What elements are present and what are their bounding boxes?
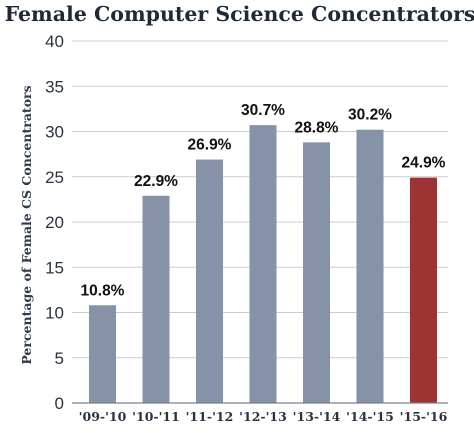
data-label: 24.9%: [402, 155, 446, 172]
y-axis-label: Percentage of Female CS Concentrators: [19, 85, 34, 364]
y-tick-label: 20: [45, 213, 64, 232]
data-label: 30.2%: [348, 107, 392, 124]
x-tick-label: '11-'12: [186, 409, 234, 424]
data-label: 22.9%: [134, 173, 178, 190]
x-tick-label: '14-'15: [346, 409, 394, 424]
bars: [89, 125, 437, 404]
y-tick-label: 30: [45, 123, 64, 142]
bar: [196, 159, 223, 403]
chart-title: Female Computer Science Concentrators: [5, 2, 474, 26]
x-tick-label: '10-'11: [132, 409, 180, 424]
x-tick-label: '09-'10: [79, 409, 127, 424]
y-tick-label: 40: [45, 32, 64, 51]
bar: [303, 142, 330, 404]
y-tick-label: 10: [45, 304, 64, 323]
y-tick-label: 5: [55, 349, 64, 368]
y-tick-label: 25: [45, 168, 64, 187]
x-tick-label: '13-'14: [293, 409, 341, 424]
bar: [249, 125, 277, 403]
bar: [142, 195, 170, 403]
bar: [356, 129, 384, 403]
y-tick-label: 0: [55, 394, 64, 413]
bar: [410, 177, 437, 403]
data-label: 26.9%: [188, 137, 232, 154]
x-tick-labels: '09-'10 '10-'11 '11-'12 '12-'13 '13-'14 '14-'…: [79, 409, 448, 424]
y-tick-label: 15: [45, 258, 64, 277]
y-tick-labels: 0 5 10 15 20 25 30 35 40: [45, 32, 64, 413]
data-label: 28.8%: [295, 119, 339, 136]
bar: [89, 305, 116, 403]
data-labels: 10.8% 22.9% 26.9% 30.7% 28.8% 30.2% 24.9%: [81, 102, 446, 299]
x-tick-label: '12-'13: [239, 409, 287, 424]
x-tick-label: '15-'16: [400, 409, 448, 424]
y-tick-label: 35: [45, 77, 64, 96]
data-label: 30.7%: [241, 102, 285, 119]
data-label: 10.8%: [81, 282, 125, 299]
